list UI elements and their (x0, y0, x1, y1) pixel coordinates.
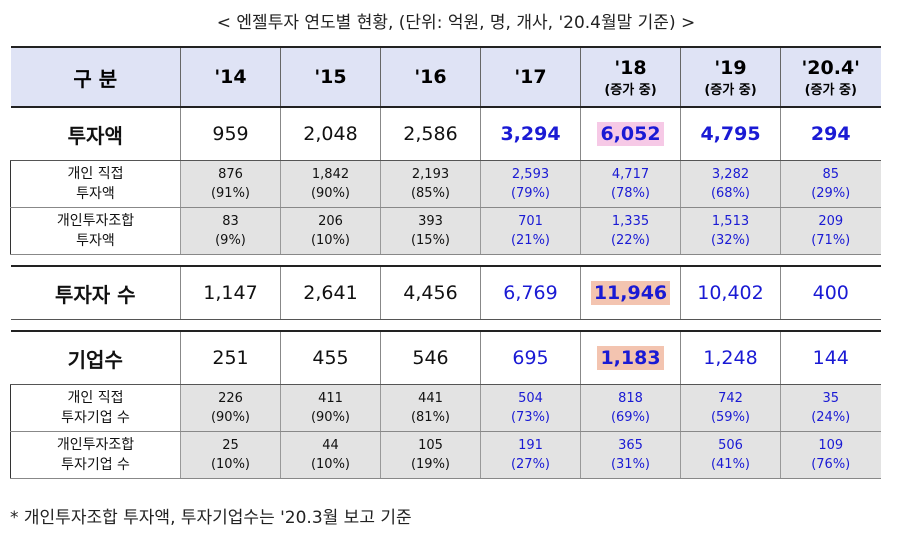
companies-row: 기업수 251 455 546 695 1,183 1,248 144 (10, 330, 881, 385)
detail-label: 개인 직접 투자기업 수 (10, 384, 181, 432)
detail-cell: 1,842 (90%) (280, 160, 381, 208)
table-cell: 1,248 (680, 330, 781, 385)
detail-cell: 441 (81%) (380, 384, 481, 432)
table-cell: 6,769 (480, 265, 581, 320)
detail-cell: 206 (10%) (280, 207, 381, 255)
table-title: < 엔젤투자 연도별 현황, (단위: 억원, 명, 개사, '20.4월말 기… (216, 13, 696, 33)
table-cell: 2,048 (280, 107, 381, 161)
table-cell: 959 (180, 107, 281, 161)
highlighted-value: 1,183 (597, 346, 664, 370)
table-cell: 144 (780, 330, 881, 385)
table-cell: 251 (180, 330, 281, 385)
detail-cell: 226 (90%) (180, 384, 281, 432)
detail-cell: 1,335 (22%) (580, 207, 681, 255)
detail-row: 개인 직접 투자액 876 (91%) 1,842 (90%) 2,193 (85%) … (10, 160, 881, 208)
detail-cell: 2,193 (85%) (380, 160, 481, 208)
table-cell: 2,641 (280, 265, 381, 320)
detail-cell: 1,513 (32%) (680, 207, 781, 255)
header-year: '15 (280, 46, 381, 108)
table-cell: 6,052 (580, 107, 681, 161)
section-gap (11, 255, 881, 267)
table-cell: 4,795 (680, 107, 781, 161)
detail-row: 개인 직접 투자기업 수 226 (90%) 411 (90%) 441 (81%) 5… (10, 384, 881, 432)
detail-cell: 105 (19%) (380, 431, 481, 479)
highlighted-value: 6,052 (597, 122, 664, 146)
detail-cell: 109 (76%) (780, 431, 881, 479)
detail-cell: 393 (15%) (380, 207, 481, 255)
detail-cell: 818 (69%) (580, 384, 681, 432)
detail-label: 개인 직접 투자액 (10, 160, 181, 208)
header-year: '16 (380, 46, 481, 108)
detail-cell: 35 (24%) (780, 384, 881, 432)
detail-cell: 701 (21%) (480, 207, 581, 255)
detail-label: 개인투자조합 투자액 (10, 207, 181, 255)
table-cell: 400 (780, 265, 881, 320)
table-cell: 546 (380, 330, 481, 385)
detail-cell: 4,717 (78%) (580, 160, 681, 208)
detail-cell: 3,282 (68%) (680, 160, 781, 208)
detail-cell: 365 (31%) (580, 431, 681, 479)
table-cell: 695 (480, 330, 581, 385)
highlighted-value: 11,946 (590, 281, 671, 305)
detail-cell: 2,593 (79%) (480, 160, 581, 208)
row-label: 투자액 (10, 107, 181, 161)
footnote: * 개인투자조합 투자액, 투자기업수는 '20.3월 보고 기준 (10, 508, 412, 528)
detail-cell: 209 (71%) (780, 207, 881, 255)
table-cell: 3,294 (480, 107, 581, 161)
table-cell: 294 (780, 107, 881, 161)
detail-cell: 83 (9%) (180, 207, 281, 255)
header-year: '17 (480, 46, 581, 108)
header-year: '19 (증가 중) (680, 46, 781, 108)
detail-cell: 742 (59%) (680, 384, 781, 432)
table-cell: 455 (280, 330, 381, 385)
table-cell: 1,183 (580, 330, 681, 385)
table-cell: 2,586 (380, 107, 481, 161)
table-cell: 11,946 (580, 265, 681, 320)
row-label: 투자자 수 (10, 265, 181, 320)
detail-cell: 44 (10%) (280, 431, 381, 479)
detail-row: 개인투자조합 투자기업 수 25 (10%) 44 (10%) 105 (19%) 19… (10, 431, 881, 479)
section-gap (11, 320, 881, 332)
table-cell: 4,456 (380, 265, 481, 320)
detail-cell: 191 (27%) (480, 431, 581, 479)
table-cell: 10,402 (680, 265, 781, 320)
detail-cell: 506 (41%) (680, 431, 781, 479)
investors-row: 투자자 수 1,147 2,641 4,456 6,769 11,946 10,… (10, 265, 881, 320)
investment-row: 투자액 959 2,048 2,586 3,294 6,052 4,795 29… (10, 107, 881, 161)
header-year: '20.4' (증가 중) (780, 46, 881, 108)
detail-cell: 504 (73%) (480, 384, 581, 432)
header-category: 구 분 (10, 46, 181, 108)
row-label: 기업수 (10, 330, 181, 385)
table-cell: 1,147 (180, 265, 281, 320)
detail-cell: 876 (91%) (180, 160, 281, 208)
detail-cell: 25 (10%) (180, 431, 281, 479)
detail-cell: 411 (90%) (280, 384, 381, 432)
header-row: 구 분 '14 '15 '16 '17 '18 (증가 중) '19 (증가 중) … (10, 46, 881, 108)
header-year: '14 (180, 46, 281, 108)
angel-investment-table: 구 분 '14 '15 '16 '17 '18 (증가 중) '19 (증가 중) … (10, 46, 881, 479)
header-year: '18 (증가 중) (580, 46, 681, 108)
detail-row: 개인투자조합 투자액 83 (9%) 206 (10%) 393 (15%) 701 (2… (10, 207, 881, 255)
detail-label: 개인투자조합 투자기업 수 (10, 431, 181, 479)
detail-cell: 85 (29%) (780, 160, 881, 208)
